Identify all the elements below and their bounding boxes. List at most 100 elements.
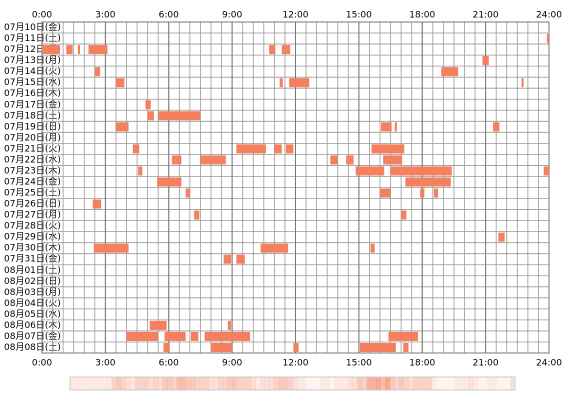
x-tick-label: 3:00 [95,359,115,369]
segment [145,100,151,110]
segment [163,342,170,352]
row-label: 07月26日(日) [4,199,61,210]
row-label: 08月04日(火) [4,298,61,309]
density-cell [153,377,159,390]
segment [493,122,500,132]
density-cell [408,377,414,390]
density-cell [491,377,497,390]
segment [200,155,226,165]
x-tick-label: 12:00 [283,11,309,21]
segment [149,320,167,330]
segment [390,166,452,176]
density-cell [445,377,451,390]
x-tick-label: 18:00 [409,359,435,369]
segment [190,331,199,341]
x-tick-label: 9:00 [222,11,242,21]
density-cell [134,377,140,390]
density-cell [185,377,191,390]
segment [441,67,459,77]
x-tick-label: 0:00 [32,11,52,21]
segment [274,144,282,154]
density-cell [102,377,108,390]
density-cell [348,377,354,390]
row-label: 07月10日(金) [4,21,61,33]
density-cell [148,377,154,390]
density-cell [343,377,349,390]
segment [236,254,245,264]
segment [223,254,232,264]
segment [281,45,291,55]
row-label: 07月28日(火) [4,221,61,232]
segment [521,78,524,88]
segment [138,166,143,176]
density-cell [83,377,89,390]
density-cell [227,377,233,390]
density-cell [190,377,196,390]
density-cell [70,377,75,390]
density-cell [297,377,303,390]
density-cell [255,377,261,390]
row-label: 07月19日(日) [4,121,61,132]
density-cell [158,377,164,390]
segment [158,111,201,121]
density-cell [125,377,131,390]
density-cell [199,377,205,390]
segment [126,331,159,341]
segment [546,34,549,44]
segment [132,144,140,154]
x-tick-label: 6:00 [159,11,179,21]
row-label: 08月05日(水) [4,308,61,320]
row-label: 07月14日(火) [4,66,61,77]
density-cell [241,377,247,390]
density-cell [385,377,391,390]
density-cell [357,377,363,390]
row-label: 08月02日(日) [4,276,61,287]
row-label: 07月12日(日) [4,44,61,55]
density-cell [162,377,168,390]
density-cell [232,377,238,390]
density-cell [468,377,474,390]
segment [383,155,403,165]
density-cell [88,377,94,390]
row-label: 08月08日(土) [4,341,61,353]
density-cell [306,377,312,390]
density-cell [510,377,516,390]
density-cell [195,377,201,390]
segment [498,232,505,242]
density-cell [431,377,437,390]
segment [279,78,283,88]
row-label: 07月27日(月) [4,210,61,221]
density-cell [181,377,187,390]
row-label: 07月15日(水) [4,76,61,88]
density-cell [236,377,242,390]
segment [355,166,385,176]
density-cell [426,377,432,390]
density-cell [246,377,252,390]
row-label: 08月06日(木) [4,319,61,331]
density-cell [399,377,405,390]
density-cell [171,377,177,390]
density-cell [167,377,173,390]
density-cell [107,377,113,390]
density-cell [371,377,377,390]
density-cell [130,377,136,390]
segment [115,78,125,88]
segment [346,155,354,165]
density-cell [324,377,330,390]
x-tick-label: 18:00 [409,11,435,21]
density-cell [389,377,395,390]
density-cell [338,377,344,390]
segment [381,122,392,132]
segment [92,199,102,209]
row-label: 07月24日(金) [4,175,61,187]
plot-frame [41,21,550,354]
density-cell [287,377,293,390]
density-cell [222,377,228,390]
segment [403,342,409,352]
row-label: 07月13日(月) [4,55,61,66]
x-tick-label: 0:00 [32,359,52,369]
segment [157,177,182,187]
density-cell [250,377,256,390]
x-tick-label: 15:00 [346,359,372,369]
